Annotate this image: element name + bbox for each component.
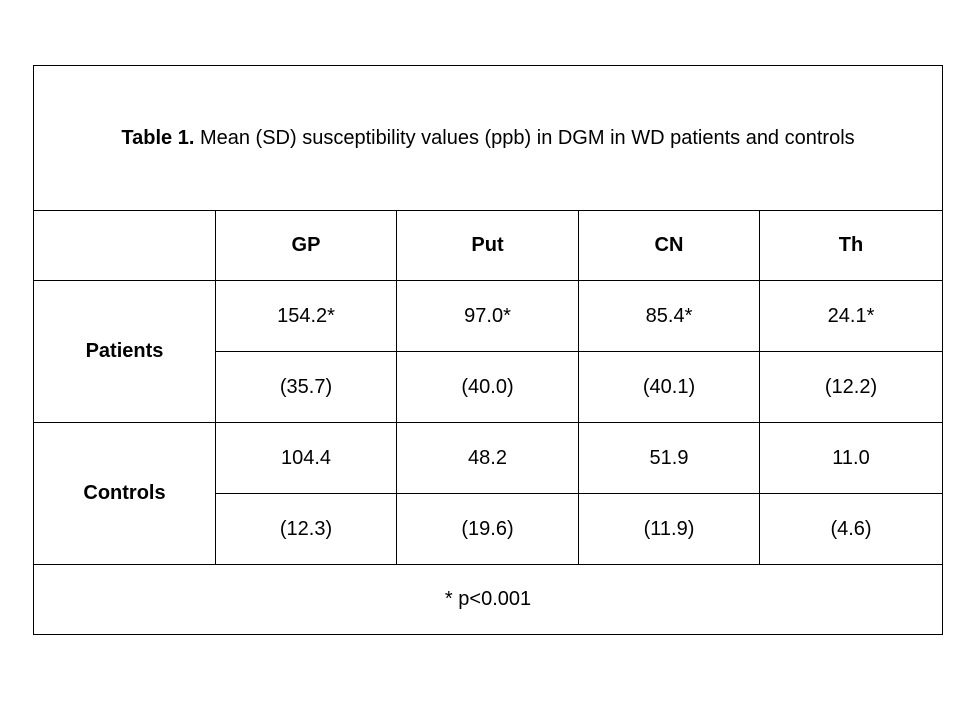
header-cell-th: Th [758, 210, 944, 281]
table-row-patients-mean: Patients 154.2* 97.0* 85.4* 24.1* [33, 280, 944, 423]
table-cell: 85.4* [578, 280, 760, 352]
table-cell: 24.1* [758, 280, 944, 352]
table-cell: (40.1) [578, 351, 760, 423]
header-row: GP Put CN Th [33, 210, 944, 281]
table-cell: (11.9) [578, 493, 760, 565]
footnote-row: * p<0.001 [32, 564, 944, 635]
header-cell-empty [33, 210, 216, 281]
table-cell: (12.3) [215, 493, 397, 565]
table-cell: (40.0) [396, 351, 579, 423]
table-cell: (35.7) [215, 351, 397, 423]
table-cell: 11.0 [758, 422, 944, 494]
header-cell-cn: CN [578, 210, 760, 281]
header-cell-put: Put [396, 210, 579, 281]
table-cell: (4.6) [758, 493, 944, 565]
group-label-controls: Controls [33, 422, 216, 565]
group-label-patients: Patients [33, 280, 216, 423]
caption-row: Table 1. Mean (SD) susceptibility values… [32, 65, 944, 211]
table-cell: (12.2) [758, 351, 944, 423]
table-row-controls-mean: Controls 104.4 48.2 51.9 11.0 [33, 422, 944, 565]
table-cell: 154.2* [215, 280, 397, 352]
table-cell: (19.6) [396, 493, 579, 565]
table-cell: 48.2 [396, 422, 579, 494]
table-row-patients-sd: (35.7) (40.0) (40.1) (12.2) [34, 351, 944, 423]
table-cell: 51.9 [578, 422, 760, 494]
results-table: Table 1. Mean (SD) susceptibility values… [32, 65, 944, 635]
table-footnote: * p<0.001 [32, 564, 944, 635]
table-caption-text: Mean (SD) susceptibility values (ppb) in… [194, 126, 855, 149]
table-caption: Table 1. Mean (SD) susceptibility values… [32, 65, 944, 211]
header-cell-gp: GP [215, 210, 397, 281]
table-row-controls-sd: (12.3) (19.6) (11.9) (4.6) [34, 493, 944, 565]
table-caption-label: Table 1. [121, 126, 195, 149]
table-cell: 104.4 [215, 422, 397, 494]
table-cell: 97.0* [396, 280, 579, 352]
